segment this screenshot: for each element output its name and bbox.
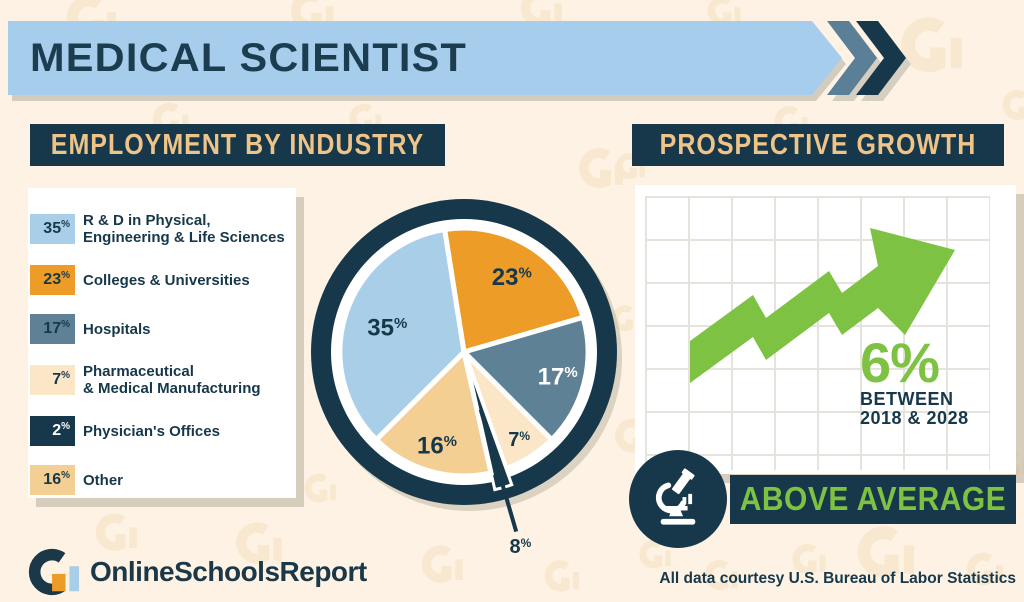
pie-slice-label: 16% — [417, 433, 457, 460]
section-header-employment: EMPLOYMENT BY INDUSTRY — [30, 124, 445, 166]
legend-percent-sign: % — [61, 219, 70, 230]
legend-swatch: 23 % — [30, 265, 75, 295]
legend-percent: 35 — [43, 220, 62, 237]
legend-percent: 2 — [52, 422, 62, 439]
legend-percent-sign: % — [61, 270, 70, 281]
growth-stat: 6% BETWEEN 2018 & 2028 — [860, 331, 969, 428]
brand-logo: OnlineSchoolsReport — [28, 543, 367, 601]
legend-list: 35 % R & D in Physical, Engineering & Li… — [30, 212, 288, 495]
legend-percent-sign: % — [61, 319, 70, 330]
pie-slice-label: 7% — [508, 429, 530, 451]
watermark-logo-glyph — [1006, 94, 1024, 118]
section-header-employment-label: EMPLOYMENT BY INDUSTRY — [50, 128, 425, 161]
legend-percent: 17 — [43, 320, 62, 337]
legend-label: R & D in Physical, Engineering & Life Sc… — [83, 212, 285, 246]
pie-slice-5 — [372, 347, 494, 479]
brand-name: OnlineSchoolsReport — [90, 556, 367, 587]
legend-item: 17 % Hospitals — [30, 314, 288, 344]
growth-arrow — [690, 228, 955, 383]
chevron-shadow-1 — [832, 27, 882, 101]
chevron-shadow-2 — [861, 27, 911, 101]
legend-percent: 23 — [43, 271, 62, 288]
pie-slice-1 — [441, 225, 587, 356]
growth-between: BETWEEN — [860, 389, 954, 409]
legend-swatch: 7 % — [30, 365, 75, 395]
above-average-badge: ABOVE AVERAGE — [730, 475, 1016, 524]
legend-swatch: 2 % — [30, 416, 75, 446]
legend-percent: 16 — [43, 471, 62, 488]
legend-item: 23 % Colleges & Universities — [30, 265, 288, 295]
legend-label: Hospitals — [83, 320, 151, 338]
growth-years: 2018 & 2028 — [860, 408, 969, 428]
employment-pie-chart: 23% 17% 7% 8% 16% 35% — [311, 199, 617, 558]
pie-slice-label: 17% — [538, 364, 578, 391]
microscope-badge — [629, 450, 727, 548]
legend-label: Other — [83, 471, 124, 489]
watermark-logo-glyph — [711, 0, 740, 24]
legend-percent-sign: % — [61, 370, 70, 381]
legend-item: 7 % Pharmaceutical & Medical Manufacturi… — [30, 363, 288, 397]
legend-swatch: 17 % — [30, 314, 75, 344]
legend-percent-sign: % — [61, 470, 70, 481]
legend-item: 35 % R & D in Physical, Engineering & Li… — [30, 212, 288, 246]
banner-chevron-2-icon — [856, 21, 906, 95]
legend-label: Pharmaceutical & Medical Manufacturing — [83, 363, 261, 397]
data-source-credit: All data courtesy U.S. Bureau of Labor S… — [659, 570, 1016, 587]
pie-slice-label: 8% — [510, 536, 532, 558]
pie-slice-0 — [337, 226, 467, 444]
watermark-logo-glyph — [584, 153, 623, 185]
pie-legend-card: 35 % R & D in Physical, Engineering & Li… — [28, 188, 296, 498]
legend-swatch: 16 % — [30, 465, 75, 495]
above-average-label: ABOVE AVERAGE — [739, 480, 1007, 518]
pie-slice-label: 23% — [492, 264, 532, 291]
watermark-logo-glyph — [864, 533, 914, 574]
pie-slice-2 — [459, 314, 591, 444]
legend-label: Physician's Offices — [83, 422, 220, 440]
legend-item: 2 % Physician's Offices — [30, 416, 288, 446]
brand-logo-icon — [28, 548, 80, 596]
legend-swatch: 35 % — [30, 214, 75, 244]
growth-percent: 6% — [860, 331, 940, 394]
page-title: MEDICAL SCIENTIST — [30, 34, 468, 80]
legend-label: Colleges & Universities — [83, 271, 250, 289]
legend-percent-sign: % — [61, 421, 70, 432]
pie-slice-label: 35% — [367, 315, 407, 342]
growth-arrow-shape — [690, 228, 955, 383]
banner-chevron-1-icon — [827, 21, 877, 95]
legend-percent: 7 — [52, 371, 62, 388]
watermark-logo-glyph — [796, 548, 825, 572]
section-header-growth-label: PROSPECTIVE GROWTH — [659, 128, 977, 161]
legend-item: 16 % Other — [30, 465, 288, 495]
watermark-logo-glyph — [525, 0, 561, 24]
microscope-icon — [655, 468, 696, 525]
pie-callout-line — [478, 409, 519, 533]
section-header-growth: PROSPECTIVE GROWTH — [632, 124, 1004, 166]
watermark-logo-glyph — [908, 24, 962, 68]
